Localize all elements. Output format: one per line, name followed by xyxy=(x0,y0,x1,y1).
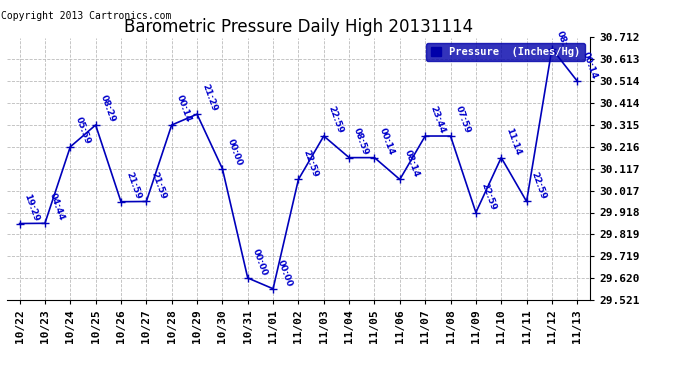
Text: 00:00: 00:00 xyxy=(276,258,294,288)
Text: 22:59: 22:59 xyxy=(479,181,497,212)
Title: Barometric Pressure Daily High 20131114: Barometric Pressure Daily High 20131114 xyxy=(124,18,473,36)
Text: 22:59: 22:59 xyxy=(327,105,345,135)
Legend: Pressure  (Inches/Hg): Pressure (Inches/Hg) xyxy=(426,43,584,61)
Text: 22:59: 22:59 xyxy=(302,148,319,178)
Text: 00:00: 00:00 xyxy=(250,248,269,277)
Text: 23:44: 23:44 xyxy=(428,105,446,135)
Text: 08:: 08: xyxy=(555,30,569,48)
Text: 21:59: 21:59 xyxy=(124,171,142,201)
Text: 00:14: 00:14 xyxy=(377,127,396,156)
Text: 07:59: 07:59 xyxy=(453,105,472,135)
Text: 21:59: 21:59 xyxy=(149,170,168,200)
Text: 11:14: 11:14 xyxy=(504,126,522,156)
Text: 08:59: 08:59 xyxy=(352,126,371,156)
Text: 00:14: 00:14 xyxy=(175,94,193,124)
Text: 08:29: 08:29 xyxy=(99,94,117,124)
Text: 22:59: 22:59 xyxy=(530,170,548,200)
Text: 21:29: 21:29 xyxy=(200,83,218,113)
Text: 04:44: 04:44 xyxy=(48,192,66,222)
Text: 19:29: 19:29 xyxy=(23,192,41,222)
Text: 05:59: 05:59 xyxy=(73,116,92,146)
Text: Copyright 2013 Cartronics.com: Copyright 2013 Cartronics.com xyxy=(1,11,171,21)
Text: 00:00: 00:00 xyxy=(226,138,244,168)
Text: 00:14: 00:14 xyxy=(580,50,598,80)
Text: 08:14: 08:14 xyxy=(403,148,421,178)
